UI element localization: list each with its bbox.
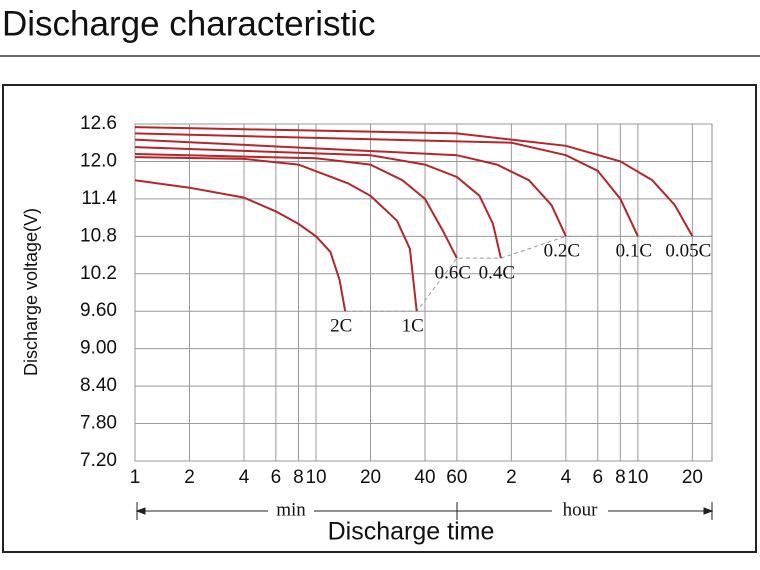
y-tick-label: 12.0: [80, 150, 117, 171]
x-tick-label: 20: [682, 467, 703, 488]
range-arrows: [135, 507, 714, 515]
x-tick-label: 60: [446, 467, 467, 488]
x-tick-label: 6: [592, 467, 603, 488]
series-label: 1C: [402, 316, 424, 337]
x-tick-label: 8: [293, 467, 304, 488]
y-tick-label: 10.8: [80, 225, 117, 246]
series-line: [134, 138, 567, 237]
y-tick-label: 9.60: [80, 300, 117, 321]
y-tick-label: 7.80: [80, 413, 117, 434]
x-unit-label: hour: [563, 499, 599, 520]
x-tick-label: 40: [414, 467, 435, 488]
x-tick-label: 2: [506, 467, 517, 488]
series-line: [134, 153, 458, 259]
x-tick-label: 10: [627, 467, 648, 488]
x-tick-label: 8: [615, 467, 626, 488]
plot-area: [134, 123, 713, 462]
x-unit-label: min: [276, 499, 306, 520]
y-tick-label: 12.6: [80, 113, 117, 134]
x-tick-label: 20: [360, 467, 381, 488]
chart-title: Discharge characteristic: [2, 4, 375, 43]
y-axis-label: Discharge voltage(V): [21, 208, 41, 376]
x-axis-label: Discharge time: [328, 518, 495, 546]
series-label: 0.6C: [435, 263, 471, 284]
series-line: [134, 156, 418, 312]
x-tick-label: 4: [239, 467, 250, 488]
y-tick-label: 7.20: [80, 450, 117, 471]
series-label: 0.05C: [665, 241, 711, 262]
series-label: 0.2C: [544, 241, 580, 262]
x-tick-label: 6: [271, 467, 282, 488]
x-range-markers: [135, 502, 714, 520]
x-tick-label: 10: [305, 467, 326, 488]
series-line: [134, 146, 502, 259]
series-line: [134, 132, 639, 237]
series-line: [134, 126, 694, 237]
x-tick-label: 4: [561, 467, 572, 488]
y-tick-label: 8.40: [80, 375, 117, 396]
x-tick-label: 2: [184, 467, 195, 488]
series-label: 0.1C: [616, 241, 652, 262]
series-line: [134, 179, 347, 312]
y-tick-label: 10.2: [80, 263, 117, 284]
series-label: 0.4C: [479, 263, 515, 284]
x-tick-label: 1: [130, 467, 141, 488]
y-tick-label: 9.00: [80, 338, 117, 359]
series-label: 2C: [330, 316, 352, 337]
frame: [2, 84, 757, 553]
y-tick-label: 11.4: [81, 188, 117, 209]
